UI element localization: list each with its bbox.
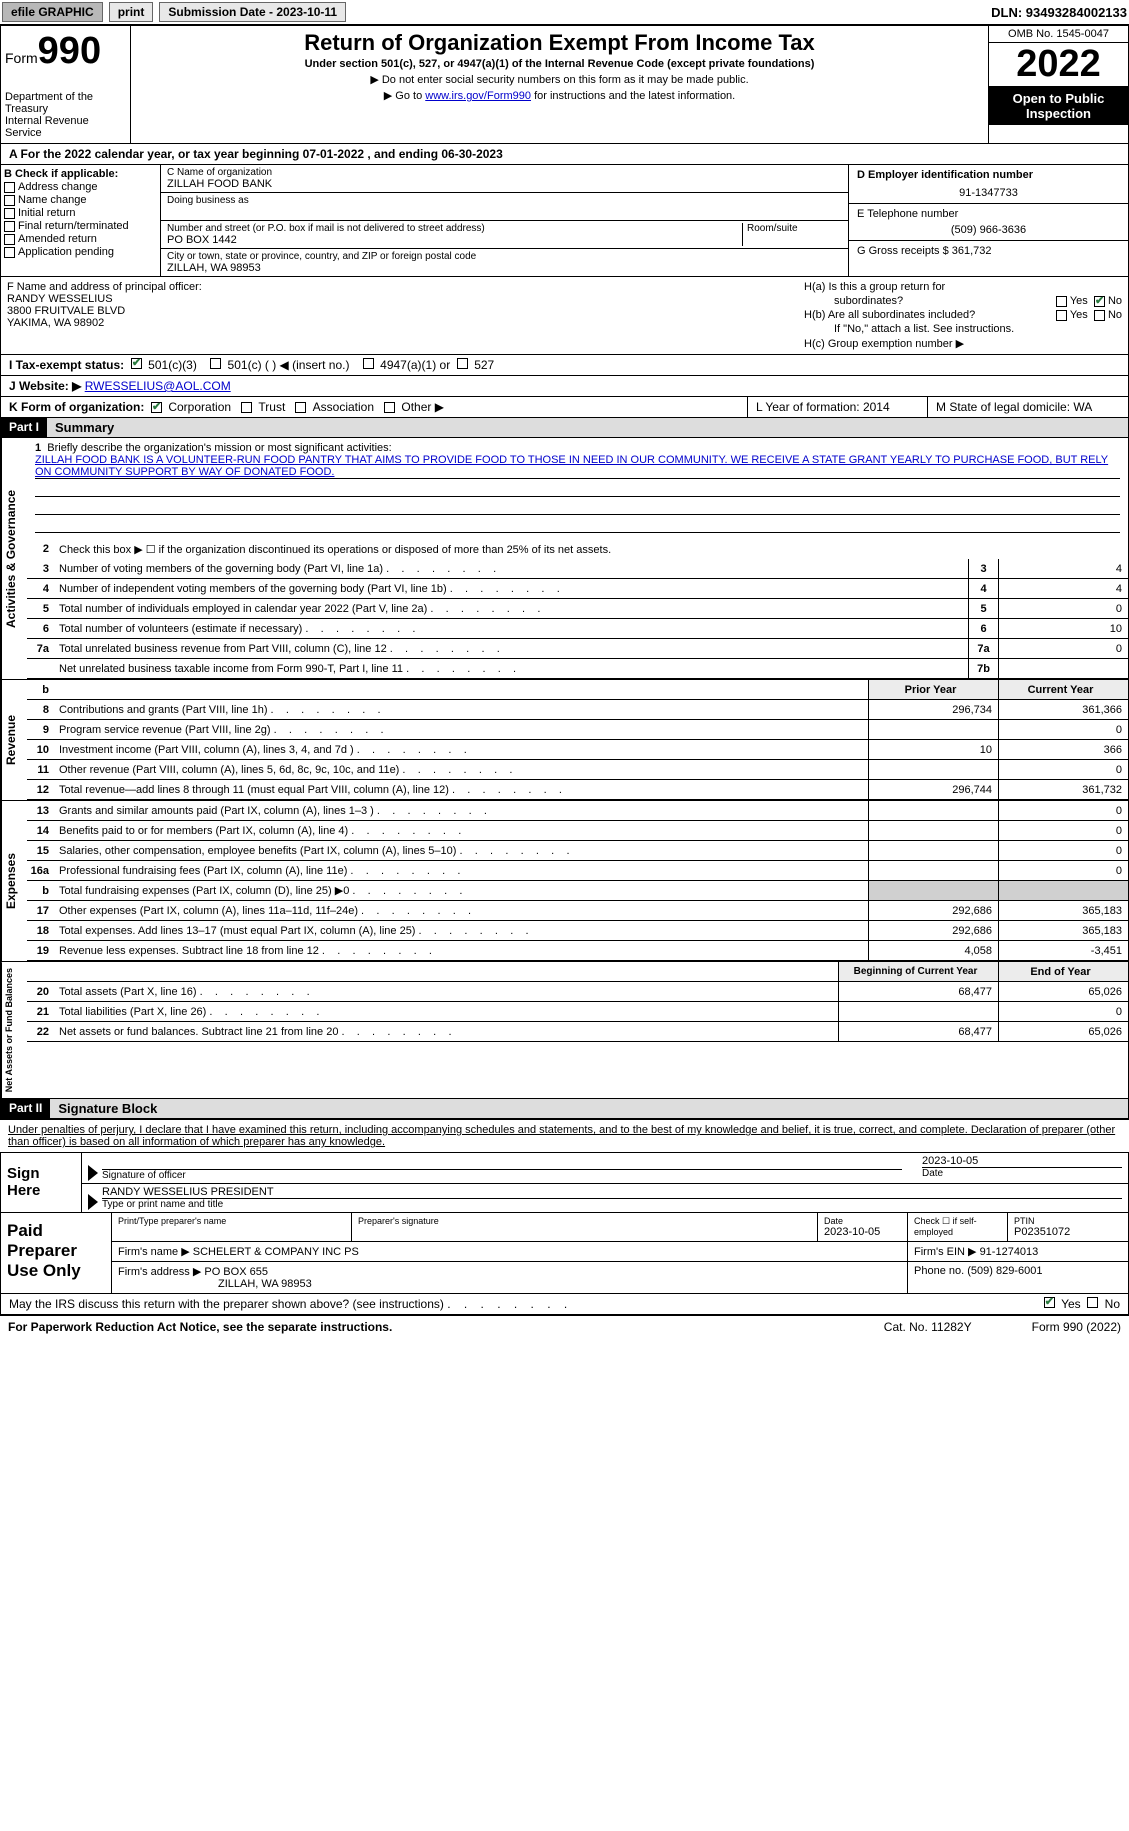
vtab-activities: Activities & Governance xyxy=(1,438,27,679)
section-f: F Name and address of principal officer:… xyxy=(1,277,798,354)
summary-line: 18Total expenses. Add lines 13–17 (must … xyxy=(27,921,1128,941)
summary-line: bTotal fundraising expenses (Part IX, co… xyxy=(27,881,1128,901)
section-deg: D Employer identification number 91-1347… xyxy=(848,165,1128,276)
summary-line: 8Contributions and grants (Part VIII, li… xyxy=(27,700,1128,720)
submission-date: Submission Date - 2023-10-11 xyxy=(159,2,346,22)
form-subtitle: Under section 501(c), 527, or 4947(a)(1)… xyxy=(135,58,984,70)
phone: (509) 966-3636 xyxy=(857,224,1120,236)
section-fh: F Name and address of principal officer:… xyxy=(0,277,1129,355)
vtab-revenue: Revenue xyxy=(1,680,27,800)
summary-line: 16aProfessional fundraising fees (Part I… xyxy=(27,861,1128,881)
cb-trust[interactable] xyxy=(241,402,252,413)
ein: 91-1347733 xyxy=(857,187,1120,199)
form-word: Form xyxy=(5,50,38,66)
summary-line: 14Benefits paid to or for members (Part … xyxy=(27,821,1128,841)
summary-line: 11Other revenue (Part VIII, column (A), … xyxy=(27,760,1128,780)
gross-receipts: G Gross receipts $ 361,732 xyxy=(857,245,1120,257)
summary-line: 3Number of voting members of the governi… xyxy=(27,559,1128,579)
section-b: B Check if applicable: Address change Na… xyxy=(1,165,161,276)
cb-address-change[interactable]: Address change xyxy=(4,181,157,193)
officer-name: RANDY WESSELIUS PRESIDENT xyxy=(102,1186,1122,1198)
form-title: Return of Organization Exempt From Incom… xyxy=(135,30,984,56)
goto-note: ▶ Go to www.irs.gov/Form990 for instruct… xyxy=(135,89,984,102)
paid-preparer-block: Paid Preparer Use Only Print/Type prepar… xyxy=(0,1213,1129,1294)
section-h: H(a) Is this a group return for subordin… xyxy=(798,277,1128,354)
arrow-icon xyxy=(88,1194,98,1210)
cb-pending[interactable]: Application pending xyxy=(4,246,157,258)
mission-text: ZILLAH FOOD BANK IS A VOLUNTEER-RUN FOOD… xyxy=(35,454,1120,479)
print-button[interactable]: print xyxy=(109,2,154,22)
arrow-icon xyxy=(88,1165,98,1181)
open-inspection: Open to Public Inspection xyxy=(989,87,1128,125)
footer: For Paperwork Reduction Act Notice, see … xyxy=(0,1315,1129,1338)
ha-no[interactable] xyxy=(1094,296,1105,307)
summary-line: 19Revenue less expenses. Subtract line 1… xyxy=(27,941,1128,961)
section-i: I Tax-exempt status: 501(c)(3) 501(c) ( … xyxy=(0,355,1129,376)
cb-initial-return[interactable]: Initial return xyxy=(4,207,157,219)
ssn-note: ▶ Do not enter social security numbers o… xyxy=(135,73,984,86)
dln: DLN: 93493284002133 xyxy=(991,5,1127,20)
year-formation: L Year of formation: 2014 xyxy=(748,397,928,417)
cb-other[interactable] xyxy=(384,402,395,413)
cb-amended[interactable]: Amended return xyxy=(4,233,157,245)
section-bcd: B Check if applicable: Address change Na… xyxy=(0,165,1129,277)
topbar: efile GRAPHIC print Submission Date - 20… xyxy=(0,0,1129,25)
summary-line: 21Total liabilities (Part X, line 26)0 xyxy=(27,1002,1128,1022)
state-domicile: M State of legal domicile: WA xyxy=(928,397,1128,417)
hb-no[interactable] xyxy=(1094,310,1105,321)
vtab-netassets: Net Assets or Fund Balances xyxy=(1,962,27,1098)
omb-number: OMB No. 1545-0047 xyxy=(989,26,1128,43)
org-address: PO BOX 1442 xyxy=(167,234,742,246)
ha-yes[interactable] xyxy=(1056,296,1067,307)
vtab-expenses: Expenses xyxy=(1,801,27,961)
cb-name-change[interactable]: Name change xyxy=(4,194,157,206)
cb-final-return[interactable]: Final return/terminated xyxy=(4,220,157,232)
firm-name: SCHELERT & COMPANY INC PS xyxy=(193,1246,359,1258)
perjury-statement: Under penalties of perjury, I declare th… xyxy=(0,1120,1129,1152)
section-j: J Website: ▶ RWESSELIUS@AOL.COM xyxy=(0,376,1129,397)
cb-assoc[interactable] xyxy=(295,402,306,413)
summary-line: 6Total number of volunteers (estimate if… xyxy=(27,619,1128,639)
efile-badge: efile GRAPHIC xyxy=(2,2,103,22)
section-c: C Name of organization ZILLAH FOOD BANK … xyxy=(161,165,848,276)
cb-501c3[interactable] xyxy=(131,358,142,369)
cb-527[interactable] xyxy=(457,358,468,369)
summary-line: 5Total number of individuals employed in… xyxy=(27,599,1128,619)
summary-line: 10Investment income (Part VIII, column (… xyxy=(27,740,1128,760)
section-klm: K Form of organization: Corporation Trus… xyxy=(0,397,1129,418)
discuss-row: May the IRS discuss this return with the… xyxy=(0,1294,1129,1315)
tax-year: 2022 xyxy=(989,43,1128,87)
summary-line: 4Number of independent voting members of… xyxy=(27,579,1128,599)
form-header: Form990 Department of the Treasury Inter… xyxy=(0,25,1129,144)
discuss-yes[interactable] xyxy=(1044,1297,1055,1308)
cb-4947[interactable] xyxy=(363,358,374,369)
summary-line: 20Total assets (Part X, line 16)68,47765… xyxy=(27,982,1128,1002)
summary-line: Net unrelated business taxable income fr… xyxy=(27,659,1128,679)
dept-treasury: Department of the Treasury xyxy=(5,91,126,115)
hb-yes[interactable] xyxy=(1056,310,1067,321)
summary-line: 13Grants and similar amounts paid (Part … xyxy=(27,801,1128,821)
sign-here-block: Sign Here Signature of officer 2023-10-0… xyxy=(0,1152,1129,1213)
discuss-no[interactable] xyxy=(1087,1297,1098,1308)
website-link[interactable]: RWESSELIUS@AOL.COM xyxy=(85,379,231,393)
summary-line: 22Net assets or fund balances. Subtract … xyxy=(27,1022,1128,1042)
part-1: Part I Summary Activities & Governance 1… xyxy=(0,418,1129,1099)
org-name: ZILLAH FOOD BANK xyxy=(167,178,842,190)
cb-corp[interactable] xyxy=(151,402,162,413)
org-city: ZILLAH, WA 98953 xyxy=(167,262,842,274)
irs-link[interactable]: www.irs.gov/Form990 xyxy=(425,90,531,102)
summary-line: 9Program service revenue (Part VIII, lin… xyxy=(27,720,1128,740)
summary-line: 7aTotal unrelated business revenue from … xyxy=(27,639,1128,659)
form-number: 990 xyxy=(38,30,101,72)
period-row: A For the 2022 calendar year, or tax yea… xyxy=(0,144,1129,165)
summary-line: 17Other expenses (Part IX, column (A), l… xyxy=(27,901,1128,921)
part-2: Part II Signature Block xyxy=(0,1099,1129,1120)
summary-line: 15Salaries, other compensation, employee… xyxy=(27,841,1128,861)
irs-label: Internal Revenue Service xyxy=(5,115,126,139)
summary-line: 12Total revenue—add lines 8 through 11 (… xyxy=(27,780,1128,800)
cb-501c[interactable] xyxy=(210,358,221,369)
